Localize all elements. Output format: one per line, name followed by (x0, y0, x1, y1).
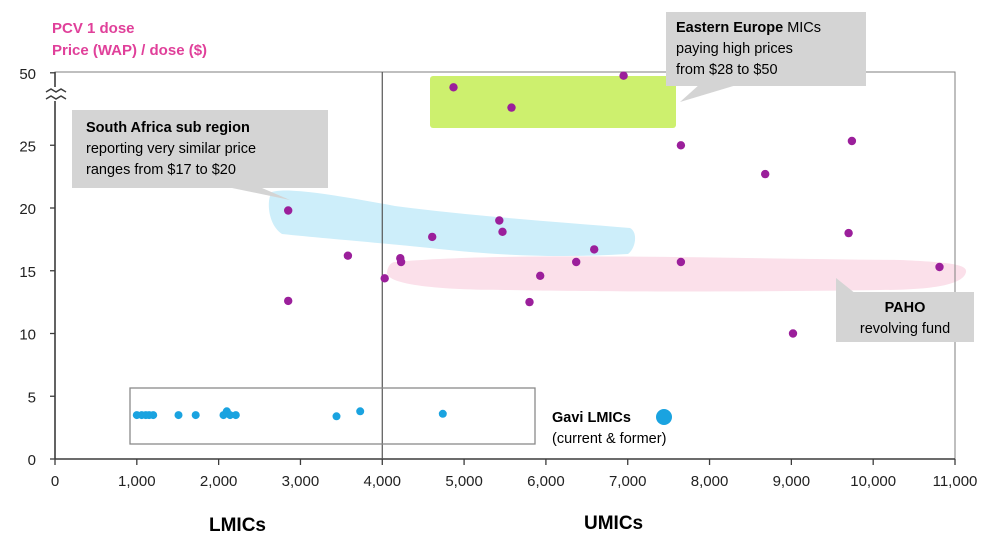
gavi-lmic-point (332, 412, 341, 421)
eastern-europe-callout-line2: paying high prices (676, 41, 793, 57)
eastern-europe-callout: Eastern Europe MICs paying high prices f… (666, 12, 866, 86)
gavi-legend-marker (656, 409, 672, 425)
country-point (676, 257, 686, 267)
x-tick-label: 4,000 (363, 473, 401, 490)
data-points (132, 71, 944, 421)
country-point (498, 227, 507, 236)
x-tick-label: 1,000 (118, 473, 156, 490)
x-tick-label: 7,000 (609, 473, 647, 490)
y-axis-ticks: 0 5 10 15 20 25 50 (19, 66, 55, 469)
country-point (495, 216, 504, 225)
south-africa-callout-line2: reporting very similar price (86, 141, 257, 157)
x-axis-ticks: 0 1,000 2,000 3,000 4,000 5,000 6,000 7,000 8,00… (51, 459, 978, 490)
lmics-label: LMICs (209, 515, 266, 536)
x-tick-label: 8,000 (691, 473, 729, 490)
paho-callout-line2: revolving fund (859, 321, 951, 337)
south-africa-callout-title: South Africa sub region (86, 120, 250, 136)
eastern-europe-band (430, 76, 676, 128)
eastern-europe-pointer (680, 84, 740, 102)
y-axis-label-line1: PCV 1 dose (52, 20, 135, 37)
eastern-europe-callout-title: Eastern Europe (676, 20, 784, 36)
south-africa-band (268, 190, 636, 256)
x-tick-label: 3,000 (282, 473, 320, 490)
paho-callout-title: PAHO (884, 300, 926, 316)
y-tick-label: 20 (19, 201, 36, 218)
gavi-legend-subtitle: (current & former) (552, 431, 667, 447)
country-point (619, 71, 628, 80)
country-point (761, 169, 770, 179)
y-axis-label-line2: Price (WAP) / dose ($) (52, 42, 208, 59)
eastern-europe-callout-line3: from $28 to $50 (676, 62, 778, 78)
country-point (788, 329, 798, 338)
y-tick-label: 25 (19, 138, 36, 155)
country-point (590, 245, 599, 254)
x-tick-label: 5,000 (445, 473, 483, 490)
axes (45, 71, 956, 460)
y-tick-label: 5 (28, 389, 36, 406)
y-tick-label: 50 (19, 66, 36, 83)
highlight-bands (268, 76, 967, 292)
y-axis-break (45, 87, 67, 101)
eastern-europe-callout-title-rest: MICs (783, 20, 822, 36)
gavi-lmic-point (149, 411, 158, 420)
gavi-lmics-box (129, 387, 536, 445)
country-point (844, 228, 853, 238)
country-point (284, 206, 293, 215)
umics-label: UMICs (584, 513, 644, 534)
y-tick-label: 15 (19, 264, 36, 281)
country-point (343, 251, 353, 260)
paho-band (386, 256, 967, 292)
south-africa-pointer (232, 188, 290, 200)
gavi-lmic-point (174, 411, 183, 420)
x-tick-label: 2,000 (200, 473, 238, 490)
country-point (507, 103, 516, 112)
south-africa-callout-line3: ranges from $17 to $20 (86, 162, 236, 178)
x-tick-label: 0 (51, 473, 59, 490)
country-point (449, 83, 458, 92)
country-point (935, 262, 944, 272)
x-tick-label: 9,000 (773, 473, 811, 490)
x-tick-label: 6,000 (527, 473, 565, 490)
country-point (847, 136, 857, 146)
country-point (284, 296, 293, 306)
y-tick-label: 10 (19, 327, 36, 344)
y-tick-label: 0 (28, 452, 36, 469)
x-tick-label: 10,000 (850, 473, 896, 490)
x-tick-label: 11,000 (933, 473, 978, 490)
gavi-legend-text: Gavi LMICs (current & former) (552, 408, 666, 450)
gavi-lmic-point (356, 407, 365, 416)
south-africa-callout: South Africa sub region reporting very s… (72, 110, 328, 188)
country-point (536, 271, 545, 280)
gavi-lmic-point (231, 411, 240, 420)
paho-callout: PAHO revolving fund (836, 292, 974, 342)
country-point (428, 232, 437, 242)
gavi-lmic-point (438, 409, 447, 418)
country-point (525, 297, 534, 307)
gavi-legend-title: Gavi LMICs (552, 410, 631, 426)
country-point (380, 274, 389, 283)
country-point (676, 141, 686, 150)
country-point (396, 257, 406, 267)
country-point (572, 257, 581, 267)
gavi-lmic-point (191, 411, 200, 420)
gavi-lmic-point (226, 411, 235, 420)
